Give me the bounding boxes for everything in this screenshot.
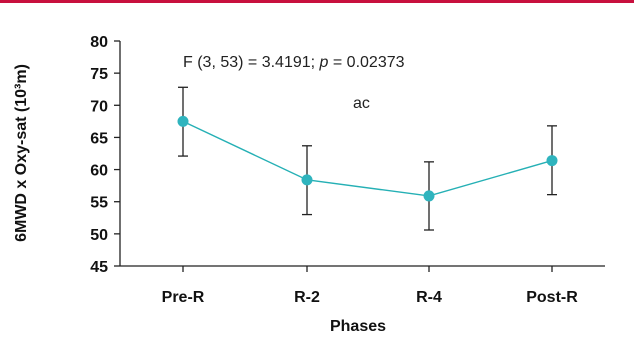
x-axis-title: Phases [330, 318, 386, 335]
data-point [177, 115, 189, 127]
y-axis-title: 6MWD x Oxy-sat (10³m) [13, 64, 30, 242]
stat-annotation: F (3, 53) = 3.4191; p = 0.02373 [183, 54, 405, 71]
y-tick-label: 75 [90, 66, 108, 83]
data-point [546, 155, 558, 167]
y-tick-label: 55 [90, 195, 108, 212]
y-tick-label: 50 [90, 227, 108, 244]
stat-p: p [319, 54, 329, 71]
x-tick-label: R-4 [416, 289, 442, 306]
data-point [301, 174, 313, 186]
significance-letters: ac [353, 95, 370, 112]
stat-suffix: = 0.02373 [328, 54, 404, 71]
y-tick-label: 60 [90, 163, 108, 180]
data-points [177, 115, 558, 202]
y-ticks: 45 50 55 60 65 70 75 80 [90, 34, 120, 276]
x-ticks: Pre-R R-2 R-4 Post-R [162, 266, 578, 306]
series-line [182, 120, 553, 197]
stat-prefix: F (3, 53) = 3.4191; [183, 54, 320, 71]
y-tick-label: 45 [90, 259, 108, 276]
x-tick-label: R-2 [294, 289, 320, 306]
y-tick-label: 80 [90, 34, 108, 51]
y-tick-label: 70 [90, 98, 108, 115]
top-accent-bar [0, 0, 634, 3]
x-tick-label: Pre-R [162, 289, 205, 306]
data-point [423, 190, 435, 202]
y-tick-label: 65 [90, 130, 108, 147]
x-tick-label: Post-R [526, 289, 578, 306]
